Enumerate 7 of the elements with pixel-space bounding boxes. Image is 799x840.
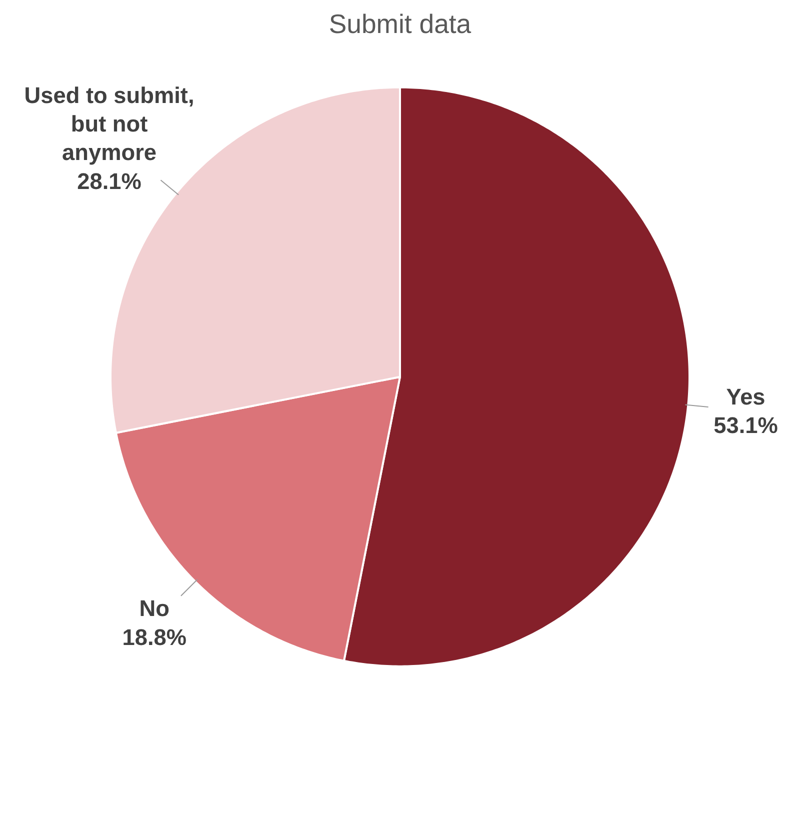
chart-title: Submit data — [328, 9, 472, 40]
data-label: 18.8% — [122, 624, 186, 650]
data-label: 53.1% — [714, 412, 778, 438]
slice-label: Used to submit, but not anymore — [24, 82, 194, 166]
slice-label: No — [139, 595, 170, 622]
data-label: 28.1% — [77, 168, 142, 194]
slice-label: Yes — [726, 383, 766, 410]
